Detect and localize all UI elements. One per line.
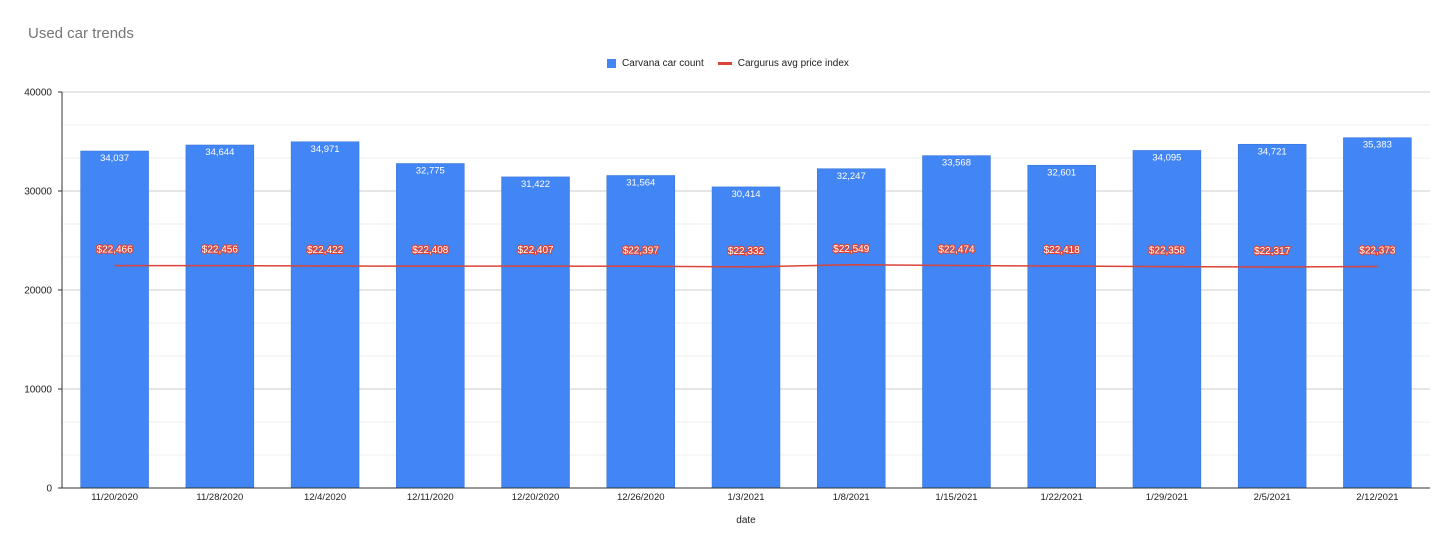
line-data-label: $22,408 — [412, 245, 449, 256]
line-data-label: $22,397 — [623, 245, 660, 256]
x-tick-label: 12/4/2020 — [304, 492, 346, 503]
bar-data-label: 30,414 — [731, 189, 760, 200]
x-tick-label: 11/20/2020 — [91, 492, 138, 503]
bar-data-label: 34,971 — [311, 144, 340, 155]
bar-data-label: 34,644 — [205, 147, 234, 158]
legend-label-bar: Carvana car count — [622, 58, 704, 69]
line-data-label: $22,418 — [1044, 245, 1081, 256]
bar — [922, 155, 991, 489]
x-tick-label: 1/29/2021 — [1146, 492, 1188, 503]
line-series — [114, 264, 1378, 268]
line-data-label: $22,373 — [1359, 246, 1396, 257]
line-data-label: $22,474 — [938, 245, 975, 256]
x-tick-label: 11/28/2020 — [196, 492, 243, 503]
legend-item-line[interactable]: Cargurus avg price index — [717, 58, 849, 69]
bar-data-label: 35,383 — [1363, 140, 1392, 151]
y-tick-label: 20000 — [24, 286, 52, 297]
x-tick-label: 1/22/2021 — [1041, 492, 1083, 503]
y-tick-label: 30000 — [24, 187, 52, 198]
bar — [816, 168, 886, 489]
line-data-label: $22,358 — [1149, 246, 1186, 257]
y-tick-label: 40000 — [24, 88, 52, 99]
bar-data-label: 33,568 — [942, 158, 971, 169]
line-data-label: $22,422 — [307, 245, 344, 256]
y-tick-label: 0 — [46, 484, 52, 495]
bar — [185, 144, 255, 489]
line-data-label: $22,549 — [833, 244, 870, 255]
x-axis-title: date — [736, 515, 756, 526]
bar — [711, 186, 781, 489]
line-data-label: $22,407 — [517, 245, 554, 256]
legend-item-bar[interactable]: Carvana car count — [607, 58, 704, 69]
bar — [1343, 137, 1412, 489]
x-tick-label: 12/20/2020 — [512, 492, 560, 503]
bar — [606, 175, 676, 489]
bar — [80, 150, 149, 489]
line-data-label: $22,456 — [202, 245, 239, 256]
bar-data-label: 32,775 — [416, 166, 445, 177]
legend: Carvana car count Cargurus avg price ind… — [0, 58, 1456, 69]
chart-title: Used car trends — [28, 25, 134, 42]
bar-data-label: 31,564 — [626, 178, 655, 189]
line-data-label: $22,466 — [97, 245, 134, 256]
bar-data-label: 31,422 — [521, 179, 550, 190]
bar — [1132, 150, 1202, 489]
bar — [1027, 164, 1096, 489]
bar-data-label: 34,721 — [1258, 146, 1287, 157]
bar-data-label: 32,601 — [1047, 167, 1076, 178]
bar — [396, 163, 465, 489]
x-tick-label: 1/8/2021 — [833, 492, 870, 503]
legend-swatch-bar — [607, 59, 617, 68]
bar-data-label: 32,247 — [837, 171, 866, 182]
line-data-label: $22,332 — [728, 246, 765, 257]
x-tick-label: 12/11/2020 — [407, 492, 454, 503]
x-tick-label: 1/3/2021 — [728, 492, 765, 503]
bar — [290, 141, 360, 489]
y-tick-label: 10000 — [24, 385, 52, 396]
legend-swatch-line — [717, 62, 732, 65]
x-tick-label: 2/12/2021 — [1356, 492, 1398, 503]
line-data-label: $22,317 — [1254, 246, 1291, 257]
bar — [1237, 143, 1307, 489]
x-tick-label: 12/26/2020 — [617, 492, 665, 503]
legend-label-line: Cargurus avg price index — [737, 58, 849, 69]
x-tick-label: 1/15/2021 — [935, 492, 977, 503]
bar-data-label: 34,037 — [100, 153, 129, 164]
bar — [501, 176, 570, 489]
x-tick-label: 2/5/2021 — [1254, 492, 1291, 503]
bar-data-label: 34,095 — [1152, 152, 1181, 163]
